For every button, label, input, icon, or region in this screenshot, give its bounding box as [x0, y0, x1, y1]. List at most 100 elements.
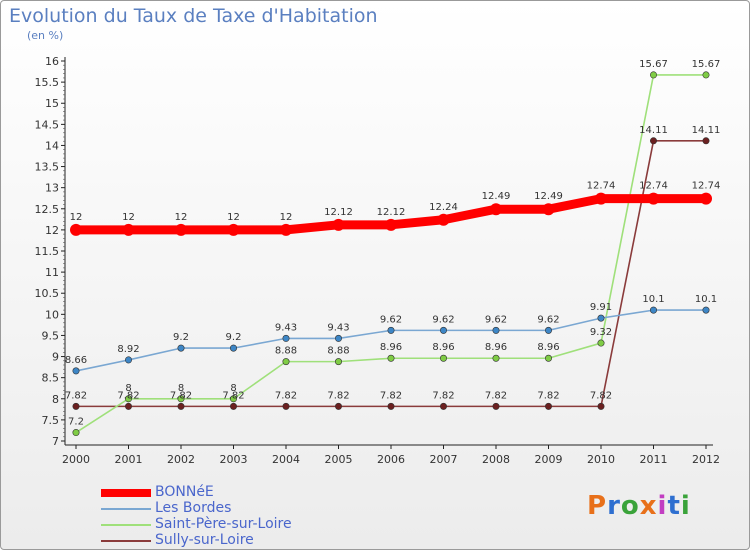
data-point — [70, 223, 82, 236]
data-label: 15.67 — [692, 59, 721, 70]
data-point — [542, 203, 555, 216]
y-tick-label: 15 — [45, 97, 59, 110]
data-point — [177, 344, 185, 352]
data-point — [175, 223, 187, 236]
data-label: 12.74 — [639, 181, 668, 192]
x-tick-label: 2004 — [272, 453, 300, 466]
y-tick-label: 14.5 — [35, 118, 60, 131]
data-label: 8 — [178, 383, 184, 394]
data-point — [122, 223, 135, 236]
data-point — [282, 334, 290, 342]
data-label: 12.12 — [377, 207, 406, 218]
data-label: 7.82 — [432, 390, 454, 401]
data-label: 7.82 — [327, 390, 349, 401]
x-tick-label: 2002 — [167, 453, 195, 466]
data-point — [595, 192, 607, 205]
data-label: 7.82 — [380, 390, 402, 401]
legend-item: BONNéE — [101, 484, 401, 501]
legend-item: Les Bordes — [101, 500, 401, 517]
y-tick-label: 12 — [45, 224, 59, 237]
data-point — [72, 402, 80, 410]
y-tick-label: 13 — [45, 182, 59, 195]
data-label: 12.49 — [482, 191, 511, 202]
x-tick-label: 2010 — [587, 453, 615, 466]
y-tick-label: 12.5 — [35, 203, 60, 216]
y-tick-label: 9 — [52, 351, 59, 364]
data-point — [490, 203, 502, 216]
y-tick-label: 7 — [52, 435, 59, 448]
y-tick-label: 10 — [45, 308, 59, 321]
y-tick-label: 10.5 — [35, 287, 60, 300]
data-point — [492, 354, 500, 362]
data-point — [282, 402, 290, 410]
data-label: 7.82 — [222, 390, 244, 401]
x-tick-label: 2000 — [62, 453, 90, 466]
data-label: 12 — [227, 212, 240, 223]
data-label: 8 — [125, 383, 131, 394]
data-label: 8.92 — [117, 344, 139, 355]
data-label: 12 — [122, 212, 135, 223]
data-point — [334, 334, 342, 342]
data-point — [177, 395, 185, 403]
data-point — [332, 218, 345, 231]
data-point — [387, 326, 395, 334]
y-tick-label: 7.5 — [42, 414, 60, 427]
data-label: 8 — [230, 383, 236, 394]
data-label: 7.82 — [590, 390, 612, 401]
data-point — [387, 354, 395, 362]
data-point — [280, 223, 292, 236]
proxiti-logo: Proxiti — [587, 491, 691, 521]
y-tick-label: 9.5 — [42, 329, 60, 342]
data-label: 12.49 — [534, 191, 563, 202]
data-label: 7.82 — [65, 390, 87, 401]
x-tick-label: 2007 — [430, 453, 458, 466]
data-point — [492, 402, 500, 410]
data-label: 12 — [280, 212, 293, 223]
data-point — [177, 402, 185, 410]
data-point — [597, 314, 605, 322]
data-point — [439, 326, 447, 334]
data-label: 7.82 — [485, 390, 507, 401]
x-tick-label: 2009 — [535, 453, 563, 466]
data-point — [649, 137, 657, 145]
data-label: 7.2 — [68, 417, 84, 428]
data-label: 8.66 — [65, 355, 87, 366]
data-point — [385, 218, 397, 231]
data-point — [649, 306, 657, 314]
data-label: 8.96 — [432, 342, 454, 353]
data-label: 9.2 — [226, 332, 242, 343]
data-label: 9.43 — [275, 322, 297, 333]
data-point — [544, 402, 552, 410]
legend-swatch — [101, 524, 151, 526]
chart-title: Evolution du Taux de Taxe d'Habitation — [9, 5, 378, 27]
data-label: 7.82 — [170, 390, 192, 401]
x-tick-label: 2012 — [692, 453, 720, 466]
data-point — [702, 71, 710, 79]
data-label: 9.2 — [173, 332, 189, 343]
x-tick-label: 2001 — [115, 453, 143, 466]
data-label: 12 — [175, 212, 188, 223]
data-label: 9.62 — [380, 314, 402, 325]
y-tick-label: 8 — [52, 393, 59, 406]
data-point — [437, 213, 450, 226]
data-label: 12.12 — [324, 207, 353, 218]
data-label: 9.62 — [432, 314, 454, 325]
legend: BONNéE Les Bordes Saint-Père-sur-Loire Sull… — [101, 484, 401, 549]
data-point — [230, 402, 238, 410]
y-tick-label: 13.5 — [35, 161, 60, 174]
data-label: 9.62 — [537, 314, 559, 325]
data-point — [72, 367, 80, 375]
data-point — [125, 395, 133, 403]
data-label: 8.96 — [485, 342, 507, 353]
legend-label: BONNéE — [155, 484, 214, 500]
data-label: 10.1 — [695, 294, 717, 305]
y-tick-label: 8.5 — [42, 372, 60, 385]
data-point — [230, 395, 238, 403]
y-tick-label: 15.5 — [35, 76, 60, 89]
y-tick-label: 16 — [45, 55, 59, 68]
x-tick-label: 2008 — [482, 453, 510, 466]
data-label: 8.96 — [537, 342, 559, 353]
data-label: 12.24 — [429, 202, 458, 213]
data-label: 9.43 — [327, 322, 349, 333]
legend-item: Sully-sur-Loire — [101, 532, 401, 549]
